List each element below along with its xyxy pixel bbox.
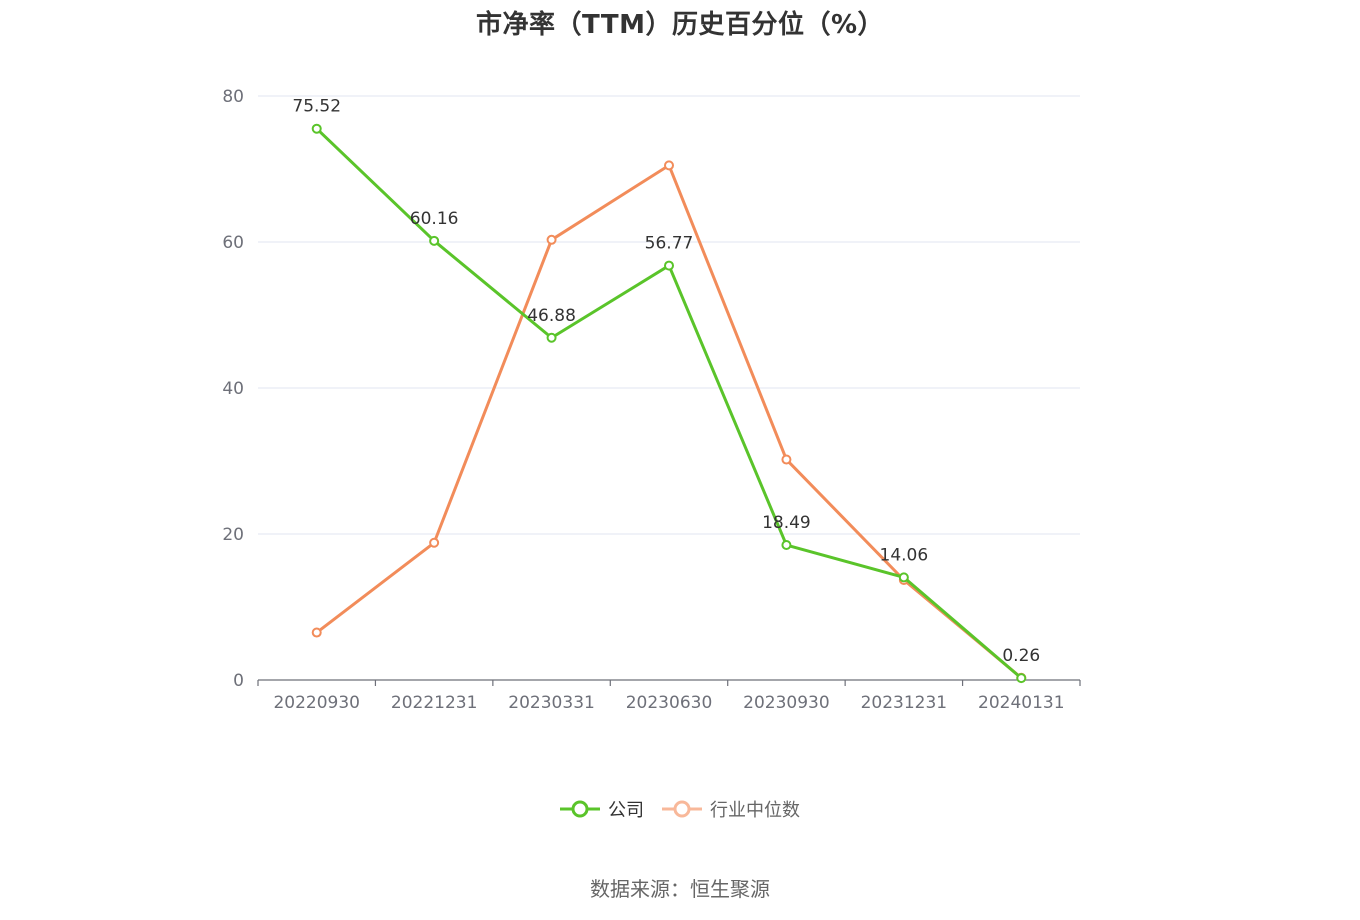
- data-label: 46.88: [527, 306, 576, 326]
- data-point[interactable]: [664, 160, 674, 171]
- axes: 0 20 40 60 80 20220930 20221231 20230331 2023063…: [222, 87, 1081, 713]
- data-point[interactable]: [429, 235, 440, 246]
- data-label: 0.26: [1002, 646, 1040, 666]
- data-point[interactable]: [781, 454, 792, 465]
- legend-company-label: 公司: [608, 800, 644, 821]
- data-point[interactable]: [898, 572, 909, 583]
- x-tick-label: 20221231: [391, 693, 478, 713]
- legend: 公司 行业中位数: [0, 796, 1360, 822]
- y-tick-label: 20: [222, 525, 244, 545]
- grid-lines: [258, 95, 1080, 535]
- x-tick-label: 20230630: [626, 693, 713, 713]
- line-chart: 0 20 40 60 80 20220930 20221231 20230331 2023063…: [222, 87, 1081, 713]
- data-label: 75.52: [292, 97, 341, 117]
- x-tick-label: 20230930: [743, 693, 830, 713]
- legend-industry-median-icon: [662, 800, 702, 818]
- series-layer: [311, 123, 1027, 684]
- data-point[interactable]: [546, 332, 557, 343]
- legend-company-icon: [560, 800, 600, 818]
- data-label: 14.06: [880, 545, 929, 565]
- source-note: 数据来源：恒生聚源: [590, 877, 770, 901]
- x-tick-label: 20231231: [861, 693, 948, 713]
- series-company: [311, 123, 1027, 684]
- y-tick-label: 60: [222, 233, 244, 253]
- y-tick-label: 80: [222, 87, 244, 107]
- chart-title: 市净率（TTM）历史百分位（%）: [476, 10, 884, 40]
- legend-item-industry-median[interactable]: 行业中位数: [662, 796, 800, 822]
- x-tick-label: 20230331: [508, 693, 595, 713]
- data-label: 56.77: [645, 234, 694, 254]
- legend-industry-median-label: 行业中位数: [710, 800, 800, 821]
- data-point[interactable]: [664, 260, 674, 271]
- data-label: 60.16: [410, 209, 459, 229]
- y-tick-label: 0: [233, 671, 244, 691]
- data-point[interactable]: [546, 234, 557, 245]
- x-tick-label: 20220930: [273, 693, 360, 713]
- data-labels: 75.52 60.16 46.88 56.77 18.49 14.06 0.26: [292, 97, 1040, 666]
- y-tick-label: 40: [222, 379, 244, 399]
- data-point[interactable]: [311, 627, 322, 638]
- data-label: 18.49: [762, 513, 811, 533]
- data-point[interactable]: [429, 537, 440, 548]
- data-point[interactable]: [311, 123, 322, 134]
- legend-item-company[interactable]: 公司: [560, 796, 644, 822]
- x-tick-label: 20240131: [978, 693, 1065, 713]
- data-point[interactable]: [781, 540, 792, 551]
- data-point[interactable]: [1016, 673, 1027, 684]
